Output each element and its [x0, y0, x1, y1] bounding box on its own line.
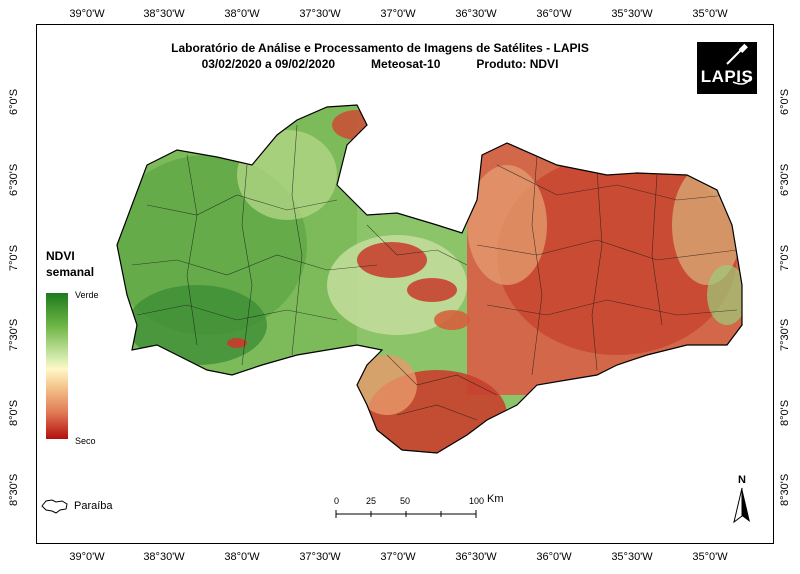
legend-color-ramp	[46, 293, 68, 439]
x-tick-label: 35°0'W	[692, 551, 728, 563]
scale-label: 25	[366, 496, 377, 506]
y-tick-label: 7°30'S	[8, 318, 20, 352]
x-tick-label: 35°30'W	[611, 551, 653, 563]
x-tick-label: 38°0'W	[224, 551, 260, 563]
x-tick-label: 35°0'W	[692, 8, 728, 20]
y-tick-label: 8°0'S	[8, 399, 20, 427]
y-tick-label: 7°30'S	[779, 318, 791, 352]
y-tick-label: 7°0'S	[779, 244, 791, 272]
north-label: N	[738, 474, 746, 486]
legend-title-line1: NDVI	[46, 249, 75, 263]
logo-text: LAPIS	[700, 67, 754, 86]
paraiba-outline-icon	[41, 499, 68, 514]
y-tick-label: 6°30'S	[8, 163, 20, 197]
y-tick-label: 6°0'S	[8, 88, 20, 116]
y-tick-label: 8°30'S	[8, 473, 20, 507]
x-tick-label: 36°0'W	[536, 8, 572, 20]
state-boundary	[116, 104, 743, 454]
legend-top-label: Verde	[75, 290, 99, 300]
ndvi-map	[116, 104, 743, 454]
scale-bar: 0 25 50 100 Km	[334, 493, 504, 531]
scale-label: 100	[469, 496, 485, 506]
ndvi-raster	[117, 105, 742, 453]
scale-label: 0	[334, 496, 340, 506]
legend-bottom-label: Seco	[75, 436, 96, 446]
scale-bar-graphic	[335, 510, 477, 518]
satellite-icon	[726, 43, 752, 85]
y-tick-label: 8°0'S	[779, 399, 791, 427]
y-tick-label: 6°30'S	[779, 163, 791, 197]
x-tick-label: 36°30'W	[455, 8, 497, 20]
legend-title: NDVI semanal	[46, 248, 94, 280]
x-tick-label: 37°0'W	[380, 551, 416, 563]
x-tick-label: 39°0'W	[69, 8, 105, 20]
x-tick-label: 37°30'W	[299, 551, 341, 563]
title-line1: Laboratório de Análise e Processamento d…	[171, 41, 589, 55]
x-tick-label: 38°30'W	[143, 551, 185, 563]
y-tick-label: 8°30'S	[779, 473, 791, 507]
title-product: Produto: NDVI	[476, 57, 559, 71]
title-satellite: Meteosat-10	[371, 57, 441, 71]
legend-title-line2: semanal	[46, 265, 95, 279]
x-tick-label: 37°30'W	[299, 8, 341, 20]
x-tick-label: 35°30'W	[611, 8, 653, 20]
map-title: Laboratório de Análise e Processamento d…	[120, 40, 640, 72]
scale-unit: Km	[487, 493, 504, 505]
lapis-logo: LAPIS	[697, 42, 757, 94]
x-tick-label: 36°30'W	[455, 551, 497, 563]
y-tick-label: 6°0'S	[779, 88, 791, 116]
x-tick-label: 36°0'W	[536, 551, 572, 563]
municipal-boundaries	[131, 124, 738, 421]
scale-label: 50	[400, 496, 411, 506]
x-tick-label: 39°0'W	[69, 551, 105, 563]
x-tick-label: 38°30'W	[143, 8, 185, 20]
north-arrow-icon	[733, 487, 750, 524]
reference-label: Paraíba	[74, 500, 113, 512]
x-tick-label: 38°0'W	[224, 8, 260, 20]
title-row2: 03/02/2020 a 09/02/2020 Meteosat-10 Prod…	[120, 56, 640, 72]
x-tick-label: 37°0'W	[380, 8, 416, 20]
y-tick-label: 7°0'S	[8, 244, 20, 272]
title-period: 03/02/2020 a 09/02/2020	[201, 57, 336, 71]
